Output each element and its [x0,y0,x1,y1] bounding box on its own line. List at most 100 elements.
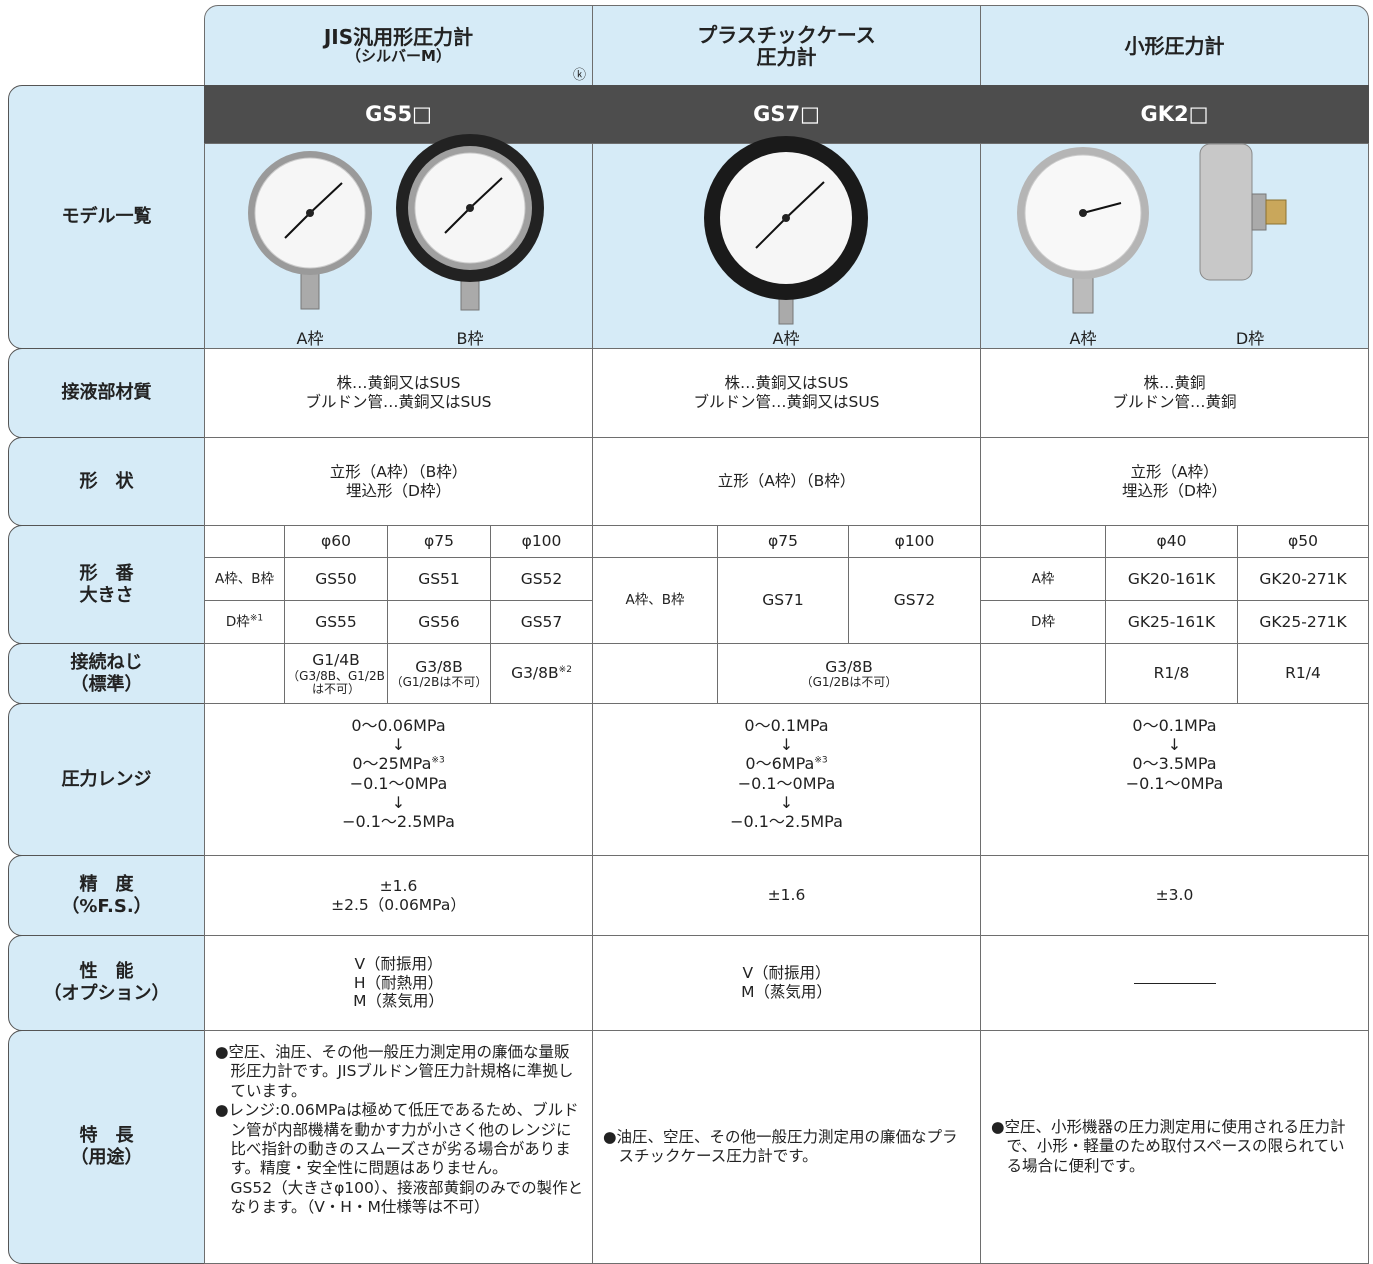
cell-text: A枠 [1031,570,1055,587]
model-image-cell [592,143,981,349]
connection-thread: R1/8 [1105,643,1238,704]
row-label: 特 長 （用途） [8,1030,205,1264]
feature-paragraph: ●レンジ:0.06MPaは極めて低圧であるため、ブルドン管が内部機構を動かす力が… [215,1101,579,1178]
connection-blank [204,643,285,704]
row-label: 精 度 （%F.S.） [8,855,205,936]
model-number: GK20-161K [1105,557,1238,601]
cell-text: A枠、B枠 [215,570,274,587]
connection-thread: G3/8B※2 [490,643,593,704]
shape-cell: 立形（A枠） 埋込形（D枠） [980,437,1369,526]
cell-text: 形 番 大きさ [79,562,134,606]
cell-text: GS5□ [365,101,432,126]
feature-cell: ●油圧、空圧、その他一般圧力測定用の廉価なプラスチックケース圧力計です。 [592,1030,981,1264]
model-number: GS50 [284,557,388,601]
cell-text: GS57 [520,612,563,631]
pressure-range-cell: 0〜0.1MPa ↓ 0〜3.5MPa −0.1〜0MPa [980,703,1369,856]
size-header-blank [204,525,285,558]
accuracy-cell: ±3.0 [980,855,1369,936]
model-number: GS57 [490,600,593,644]
cell-text: φ50 [1288,532,1318,551]
cell-text: 株…黄銅又はSUS ブルドン管…黄銅又はSUS [305,374,492,411]
cell-text: GK25-161K [1127,612,1216,631]
footnote-mark: ※2 [558,665,572,676]
model-image-cell [204,143,593,349]
registered-mark: ⓚ [572,67,586,83]
cell-text: GS52 [520,569,563,588]
cell-text: GS50 [315,569,357,588]
cell-text: ↓ [779,792,794,812]
model-number: GK25-271K [1237,600,1369,644]
model-number: GS55 [284,600,388,644]
cell-text: G1/4B [312,651,360,670]
material-cell: 株…黄銅又はSUS ブルドン管…黄銅又はSUS [204,348,593,438]
cell-text: JIS汎用形圧力計 [323,25,474,50]
pressure-range-cell: 0〜0.1MPa ↓ 0〜6MPa※3 −0.1〜0MPa ↓ −0.1〜2.5MPa [592,703,981,856]
row-label: 形 状 [8,437,205,526]
cell-text: V（耐振用） H（耐熱用） M（蒸気用） [353,955,444,1011]
cell-text: D枠 [1031,613,1055,630]
performance-cell [980,935,1369,1031]
cell-content: G3/8B※2 [511,664,572,683]
feature-paragraph: GS52（大きさφ100）、接液部黄銅のみでの製作となります。（V・H・M仕様等… [230,1178,584,1216]
model-number: GK20-271K [1237,557,1369,601]
row-label: 接液部材質 [8,348,205,438]
performance-cell: V（耐振用） H（耐熱用） M（蒸気用） [204,935,593,1031]
cell-text: 株…黄銅 ブルドン管…黄銅 [1112,374,1237,411]
cell-content: G1/4B [312,651,360,670]
model-code: GS5□ [204,85,593,144]
cell-content: 0〜25MPa※3 [352,754,444,773]
feature-cell: ●空圧、油圧、その他一般圧力測定用の廉価な量販形圧力計です。JISブルドン管圧力… [204,1030,593,1264]
column-header: プラスチックケース 圧力計 [592,5,981,86]
cell-text: GS56 [418,612,460,631]
cell-text: GS72 [893,591,936,610]
cell-text: GS55 [315,612,357,631]
cell-text: GS51 [418,569,460,588]
cell-subtext: （G1/2Bは不可） [800,675,898,690]
cell-subtext: （G1/2Bは不可） [390,675,488,690]
connection-thread: G3/8B （G1/2Bは不可） [717,643,981,704]
frame-type: A枠、B枠 [592,557,718,644]
size-header-blank [980,525,1106,558]
model-number: GK25-161K [1105,600,1238,644]
performance-cell: V（耐振用） M（蒸気用） [592,935,981,1031]
frame-type: A枠、B枠 [204,557,285,601]
cell-text: φ40 [1156,532,1187,551]
cell-text: −0.1〜2.5MPa [730,811,843,831]
column-subtitle: （シルバーM） [346,47,451,66]
size-header-blank [592,525,718,558]
cell-text: 0〜0.1MPa [1132,716,1217,735]
cell-text: φ100 [521,532,562,551]
cell-text: 0〜3.5MPa [1132,754,1217,774]
connection-blank [980,643,1106,704]
model-image-cell [980,143,1369,349]
cell-content: D枠※1 [226,614,263,630]
size-header: φ60 [284,525,388,558]
cell-text: 小形圧力計 [1124,33,1225,58]
model-number: GS52 [490,557,593,601]
row-label: 形 番 大きさ [8,525,205,644]
row-label: 性 能 （オプション） [8,935,205,1031]
cell-text: GK20-161K [1127,569,1216,588]
cell-text: 立形（A枠）（B枠） [717,472,856,491]
model-number: GS72 [848,557,981,644]
cell-text: G3/8B [415,657,463,676]
cell-subtext: （G3/8B、G1/2B は不可） [287,668,385,696]
cell-text: D枠 [225,613,250,630]
image-label: A枠 [1069,329,1097,348]
footnote-mark: ※3 [431,756,445,767]
cell-text: 0〜6MPa [745,754,815,774]
size-header: φ75 [717,525,849,558]
cell-text: 特 長 （用途） [70,1125,143,1168]
cell-text: ↓ [779,735,794,755]
column-header: 小形圧力計 [980,5,1369,86]
pressure-range-cell: 0〜0.06MPa ↓ 0〜25MPa※3 −0.1〜0MPa ↓ −0.1〜2.5MPa [204,703,593,856]
cell-text: GK2□ [1140,101,1209,126]
connection-thread: G1/4B （G3/8B、G1/2B は不可） [284,643,388,704]
size-header: φ75 [387,525,491,558]
cell-text: 接続ねじ （標準） [70,651,143,695]
cell-text: GS71 [762,591,804,610]
cell-text: 圧力レンジ [61,768,152,790]
cell-text: ±1.6 ±2.5（0.06MPa） [331,876,466,914]
model-code: GK2□ [980,85,1369,144]
cell-text: ±1.6 [767,886,806,905]
